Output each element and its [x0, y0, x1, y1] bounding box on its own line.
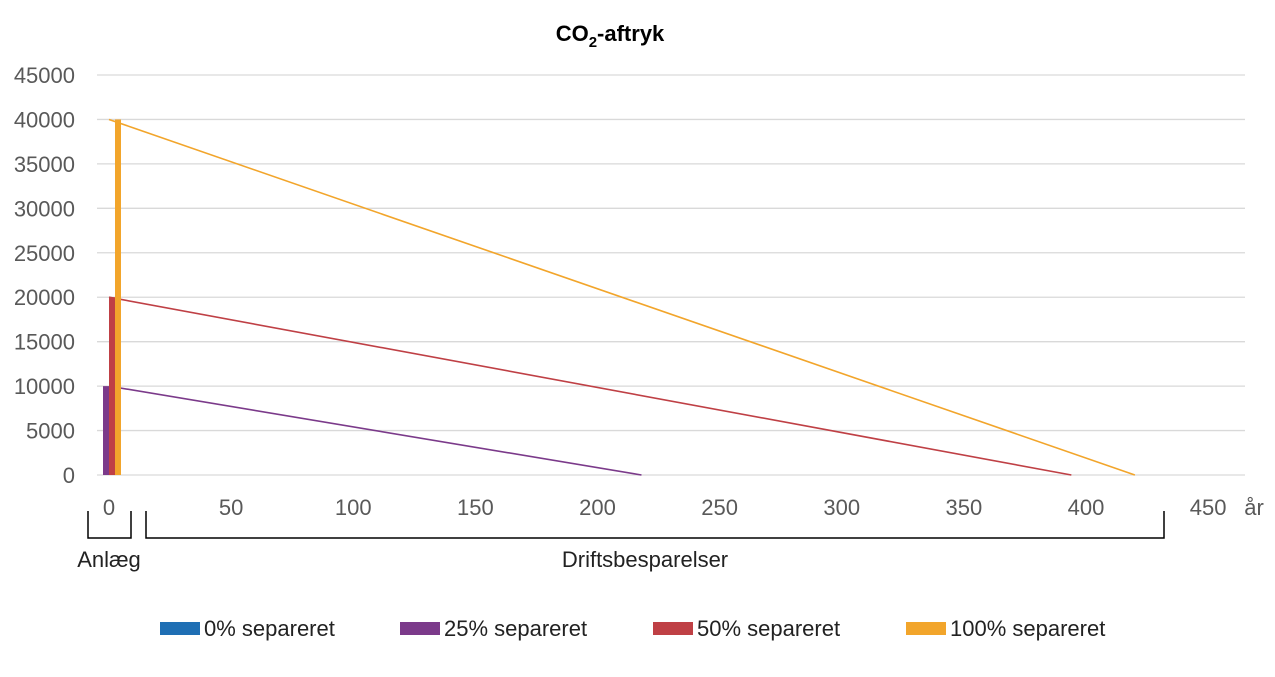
x-tick-400: 400 — [1068, 495, 1105, 520]
y-tick-20000: 20000 — [14, 285, 75, 310]
payback-lines — [108, 118, 1136, 476]
x-tick-300: 300 — [823, 495, 860, 520]
operation-bracket — [145, 511, 1165, 539]
y-tick-10000: 10000 — [14, 374, 75, 399]
x-tick-450: 450 — [1190, 495, 1227, 520]
x-tick-350: 350 — [946, 495, 983, 520]
y-tick-5000: 5000 — [26, 419, 75, 444]
x-tick-100: 100 — [335, 495, 372, 520]
y-gridlines — [97, 74, 1245, 476]
legend-swatch-0-separeret — [160, 622, 200, 635]
operation-label: Driftsbesparelser — [562, 547, 728, 572]
y-axis-labels: 0 5000 10000 15000 20000 25000 30000 35000 40000… — [14, 63, 75, 488]
bar-50-separeret — [109, 297, 115, 475]
chart-title: CO2-aftryk — [556, 21, 665, 51]
legend-label-0-separeret: 0% separeret — [204, 616, 335, 641]
legend-swatch-25-separeret — [400, 622, 440, 635]
y-tick-45000: 45000 — [14, 63, 75, 88]
legend-label-50-separeret: 50% separeret — [697, 616, 840, 641]
y-tick-0: 0 — [63, 463, 75, 488]
x-axis-labels: 0 50 100 150 200 250 300 350 400 450 — [103, 495, 1227, 520]
legend-label-25-separeret: 25% separeret — [444, 616, 587, 641]
legend: 0% separeret 25% separeret 50% separeret 10… — [160, 616, 1105, 641]
y-tick-35000: 35000 — [14, 152, 75, 177]
y-tick-25000: 25000 — [14, 241, 75, 266]
y-tick-40000: 40000 — [14, 107, 75, 132]
bar-100-separeret — [115, 119, 121, 475]
construction-bracket — [87, 511, 132, 539]
y-tick-15000: 15000 — [14, 330, 75, 355]
x-axis-unit: år — [1244, 495, 1264, 520]
x-tick-200: 200 — [579, 495, 616, 520]
bar-25-separeret — [103, 386, 109, 475]
x-tick-250: 250 — [701, 495, 738, 520]
legend-swatch-100-separeret — [906, 622, 946, 635]
construction-label: Anlæg — [77, 547, 141, 572]
x-tick-0: 0 — [103, 495, 115, 520]
x-tick-150: 150 — [457, 495, 494, 520]
line-50-separeret — [108, 296, 1072, 476]
x-tick-50: 50 — [219, 495, 243, 520]
legend-label-100-separeret: 100% separeret — [950, 616, 1105, 641]
construction-bars — [103, 119, 121, 475]
legend-swatch-50-separeret — [653, 622, 693, 635]
y-tick-30000: 30000 — [14, 196, 75, 221]
line-25-separeret — [108, 385, 642, 476]
line-100-separeret — [108, 118, 1136, 476]
